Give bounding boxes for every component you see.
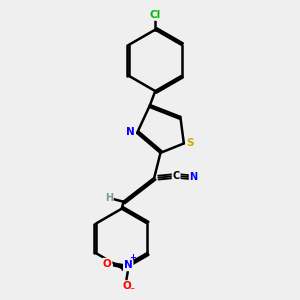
Text: N: N [124, 260, 133, 270]
Text: H: H [105, 193, 113, 202]
Text: N: N [126, 127, 135, 137]
Text: +: + [129, 253, 136, 262]
Text: C: C [172, 171, 180, 181]
Text: N: N [190, 172, 198, 182]
Text: O: O [122, 281, 131, 291]
Text: ⁻: ⁻ [129, 286, 134, 296]
Text: O: O [103, 259, 112, 269]
Text: Cl: Cl [150, 10, 161, 20]
Text: S: S [186, 138, 194, 148]
